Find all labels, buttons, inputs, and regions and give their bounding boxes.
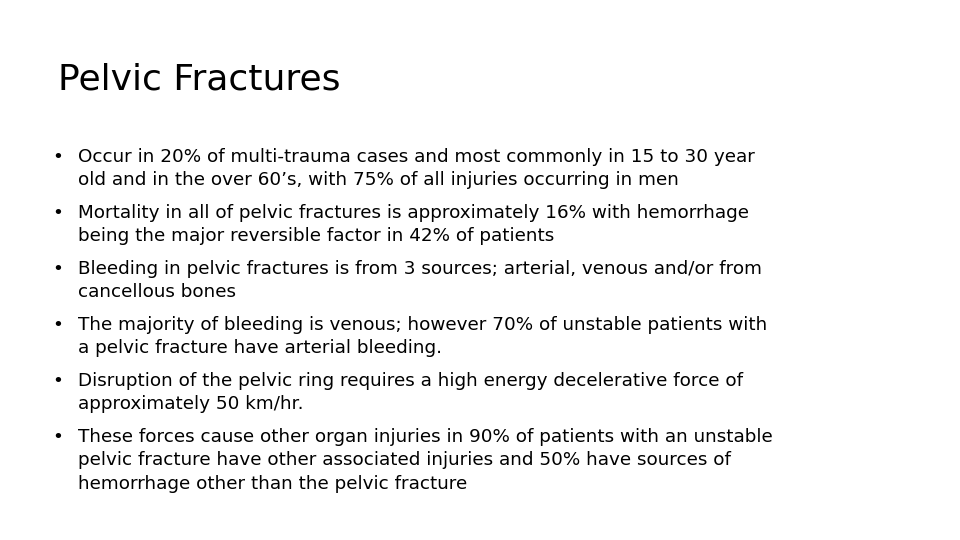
Text: Bleeding in pelvic fractures is from 3 sources; arterial, venous and/or from
can: Bleeding in pelvic fractures is from 3 s… xyxy=(78,260,762,301)
Text: Disruption of the pelvic ring requires a high energy decelerative force of
appro: Disruption of the pelvic ring requires a… xyxy=(78,372,743,413)
Text: •: • xyxy=(52,372,62,390)
Text: •: • xyxy=(52,260,62,278)
Text: •: • xyxy=(52,428,62,446)
Text: These forces cause other organ injuries in 90% of patients with an unstable
pelv: These forces cause other organ injuries … xyxy=(78,428,773,492)
Text: The majority of bleeding is venous; however 70% of unstable patients with
a pelv: The majority of bleeding is venous; howe… xyxy=(78,316,767,357)
Text: •: • xyxy=(52,148,62,166)
Text: •: • xyxy=(52,204,62,222)
Text: Pelvic Fractures: Pelvic Fractures xyxy=(58,62,341,96)
Text: •: • xyxy=(52,316,62,334)
Text: Occur in 20% of multi-trauma cases and most commonly in 15 to 30 year
old and in: Occur in 20% of multi-trauma cases and m… xyxy=(78,148,755,190)
Text: Mortality in all of pelvic fractures is approximately 16% with hemorrhage
being : Mortality in all of pelvic fractures is … xyxy=(78,204,749,245)
